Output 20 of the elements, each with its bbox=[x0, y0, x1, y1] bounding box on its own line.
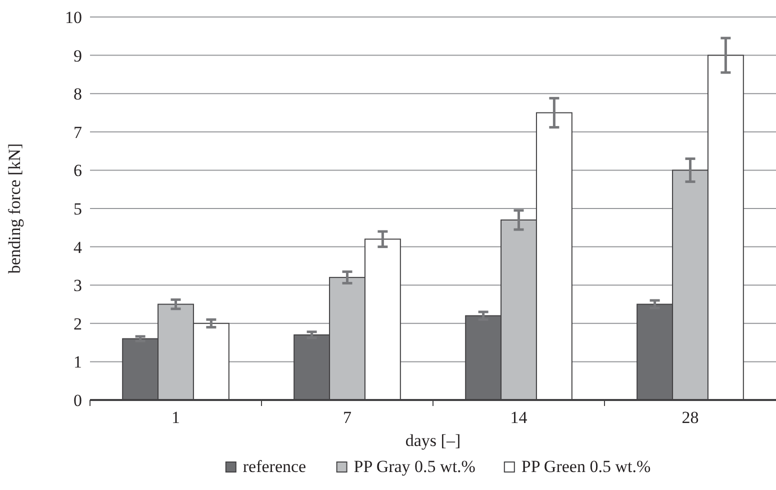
y-tick-label: 8 bbox=[74, 84, 82, 104]
legend-label: PP Gray 0.5 wt.% bbox=[354, 457, 476, 476]
x-axis-title: days [–] bbox=[405, 431, 461, 450]
y-tick-label: 2 bbox=[74, 314, 82, 334]
y-tick-label: 0 bbox=[74, 390, 82, 410]
x-tick-label: 28 bbox=[682, 408, 699, 427]
y-tick-label: 4 bbox=[74, 238, 82, 257]
y-tick-label: 5 bbox=[74, 199, 82, 218]
legend-label: PP Green 0.5 wt.% bbox=[521, 457, 651, 476]
y-tick-label: 1 bbox=[74, 352, 82, 372]
y-tick-label: 6 bbox=[74, 161, 82, 180]
x-tick-label: 7 bbox=[343, 408, 352, 427]
legend-label: reference bbox=[242, 457, 306, 476]
y-axis-title: bending force [kN] bbox=[5, 143, 24, 274]
x-tick-label: 1 bbox=[172, 408, 180, 427]
y-tick-label: 10 bbox=[65, 8, 82, 27]
y-tick-label: 3 bbox=[74, 276, 82, 296]
x-tick-label: 14 bbox=[510, 408, 528, 427]
y-tick-label: 7 bbox=[74, 122, 82, 142]
y-tick-label: 9 bbox=[74, 46, 82, 66]
